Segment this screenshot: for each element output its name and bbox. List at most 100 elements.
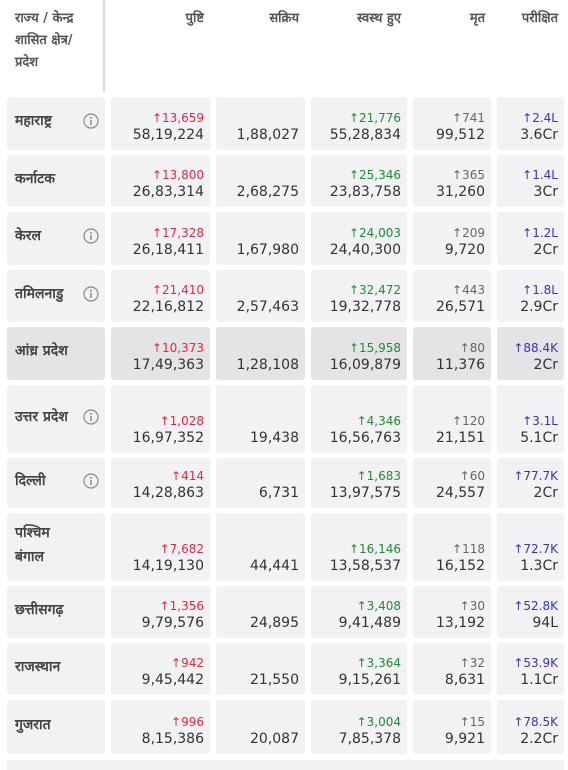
deceased-total: 11,376 bbox=[436, 357, 485, 373]
confirmed-delta: ↑996 bbox=[171, 715, 204, 729]
state-cell[interactable]: महाराष्ट्र bbox=[7, 97, 105, 150]
info-icon[interactable] bbox=[83, 228, 99, 244]
state-cell[interactable]: गुजरात bbox=[7, 700, 105, 754]
recovered-cell: ↑1,683 13,97,575 bbox=[311, 458, 407, 508]
state-cell[interactable]: दिल्ली bbox=[7, 458, 105, 508]
deceased-delta: ↑443 bbox=[452, 283, 485, 297]
recovered-cell: ↑3,004 7,85,378 bbox=[311, 700, 407, 754]
tested-total: 2.9Cr bbox=[520, 299, 558, 315]
state-cell[interactable]: केरल bbox=[7, 212, 105, 265]
confirmed-delta: ↑942 bbox=[171, 656, 204, 670]
confirmed-delta: ↑1,356 bbox=[159, 599, 204, 613]
state-cell[interactable]: पश्चिम बंगाल bbox=[7, 513, 105, 581]
confirmed-total: 14,28,863 bbox=[132, 485, 204, 501]
state-name: गुजरात bbox=[15, 716, 51, 733]
state-cell[interactable]: कर्नाटक bbox=[7, 155, 105, 207]
column-header[interactable]: परीक्षित bbox=[521, 11, 558, 26]
info-icon[interactable] bbox=[83, 472, 99, 489]
active-value: 20,087 bbox=[250, 731, 299, 747]
state-name: कर्नाटक bbox=[15, 170, 55, 187]
confirmed-cell: ↑414 14,28,863 bbox=[111, 458, 210, 508]
confirmed-cell: ↑1,356 9,79,576 bbox=[111, 586, 210, 638]
recovered-cell: ↑32,472 19,32,778 bbox=[311, 270, 407, 322]
state-name: दिल्ली bbox=[15, 472, 46, 489]
deceased-delta: ↑80 bbox=[459, 341, 485, 355]
next-row bbox=[7, 760, 564, 770]
active-cell: 6,731 bbox=[216, 458, 305, 508]
deceased-delta: ↑15 bbox=[459, 715, 485, 729]
recovered-delta: ↑1,683 bbox=[356, 469, 401, 483]
confirmed-delta: ↑7,682 bbox=[159, 542, 204, 556]
active-value: 44,441 bbox=[250, 558, 299, 574]
tested-delta: ↑1.8L bbox=[522, 283, 558, 297]
tested-cell: ↑52.8K 94L bbox=[497, 586, 564, 638]
recovered-cell: ↑25,346 23,83,758 bbox=[311, 155, 407, 207]
column-header[interactable]: स्वस्थ हुए bbox=[356, 11, 401, 26]
deceased-cell: ↑30 13,192 bbox=[413, 586, 491, 638]
active-cell: 44,441 bbox=[216, 513, 305, 581]
state-cell[interactable]: तमिलनाडु bbox=[7, 270, 105, 322]
deceased-total: 99,512 bbox=[436, 127, 485, 143]
state-cell[interactable]: उत्तर प्रदेश bbox=[7, 385, 105, 453]
confirmed-total: 17,49,363 bbox=[132, 357, 204, 373]
active-value: 2,68,275 bbox=[236, 184, 299, 200]
active-value: 1,67,980 bbox=[236, 242, 299, 258]
state-name: महाराष्ट्र bbox=[15, 113, 52, 129]
tested-total: 2Cr bbox=[533, 357, 558, 373]
recovered-delta: ↑32,472 bbox=[348, 283, 401, 297]
state-name: पश्चिम बंगाल bbox=[15, 524, 50, 565]
active-cell: 20,087 bbox=[216, 700, 305, 754]
tested-delta: ↑53.9K bbox=[513, 656, 558, 670]
column-header[interactable]: राज्य / केन्द्र शासित क्षेत्र/ प्रदेश bbox=[7, 0, 105, 92]
recovered-cell: ↑3,364 9,15,261 bbox=[311, 643, 407, 695]
confirmed-total: 58,19,224 bbox=[132, 127, 204, 143]
confirmed-total: 9,45,442 bbox=[141, 672, 204, 688]
deceased-delta: ↑741 bbox=[452, 111, 485, 125]
tested-delta: ↑1.4L bbox=[522, 168, 558, 182]
confirmed-total: 26,83,314 bbox=[132, 184, 204, 200]
confirmed-total: 8,15,386 bbox=[141, 731, 204, 747]
recovered-total: 55,28,834 bbox=[329, 127, 401, 143]
recovered-cell: ↑4,346 16,56,763 bbox=[311, 385, 407, 453]
deceased-delta: ↑118 bbox=[452, 542, 485, 556]
confirmed-total: 22,16,812 bbox=[132, 299, 204, 315]
state-cell[interactable]: छत्तीसगढ़ bbox=[7, 586, 105, 638]
recovered-total: 7,85,378 bbox=[338, 731, 401, 747]
tested-delta: ↑78.5K bbox=[513, 715, 558, 729]
confirmed-delta: ↑10,373 bbox=[151, 341, 204, 355]
active-value: 19,438 bbox=[250, 430, 299, 446]
tested-total: 2Cr bbox=[533, 242, 558, 258]
column-header[interactable]: मृत bbox=[469, 11, 485, 26]
state-cell[interactable]: आंध्र प्रदेश bbox=[7, 327, 105, 380]
column-header[interactable]: सक्रिय bbox=[269, 11, 299, 26]
tested-cell: ↑1.4L 3Cr bbox=[497, 155, 564, 207]
tested-total: 94L bbox=[532, 615, 558, 631]
tested-cell: ↑1.8L 2.9Cr bbox=[497, 270, 564, 322]
recovered-delta: ↑21,776 bbox=[348, 111, 401, 125]
active-value: 1,88,027 bbox=[236, 127, 299, 143]
confirmed-cell: ↑17,328 26,18,411 bbox=[111, 212, 210, 265]
active-value: 2,57,463 bbox=[236, 299, 299, 315]
active-cell: 1,28,108 bbox=[216, 327, 305, 380]
tested-delta: ↑1.2L bbox=[522, 226, 558, 240]
confirmed-total: 14,19,130 bbox=[132, 558, 204, 574]
column-header[interactable]: पुष्टि bbox=[185, 11, 204, 26]
tested-delta: ↑3.1L bbox=[522, 414, 558, 428]
tested-delta: ↑77.7K bbox=[513, 469, 558, 483]
deceased-cell: ↑60 24,557 bbox=[413, 458, 491, 508]
recovered-total: 9,15,261 bbox=[338, 672, 401, 688]
info-icon[interactable] bbox=[83, 113, 99, 129]
info-icon[interactable] bbox=[83, 285, 99, 302]
state-name: छत्तीसगढ़ bbox=[15, 601, 64, 618]
state-cell[interactable]: राजस्थान bbox=[7, 643, 105, 695]
deceased-cell: ↑120 21,151 bbox=[413, 385, 491, 453]
deceased-total: 21,151 bbox=[436, 430, 485, 446]
tested-total: 3.6Cr bbox=[520, 127, 558, 143]
tested-cell: ↑88.4K 2Cr bbox=[497, 327, 564, 380]
deceased-cell: ↑209 9,720 bbox=[413, 212, 491, 265]
deceased-cell: ↑118 16,152 bbox=[413, 513, 491, 581]
deceased-cell: ↑32 8,631 bbox=[413, 643, 491, 695]
recovered-cell: ↑24,003 24,40,300 bbox=[311, 212, 407, 265]
info-icon[interactable] bbox=[83, 408, 99, 425]
